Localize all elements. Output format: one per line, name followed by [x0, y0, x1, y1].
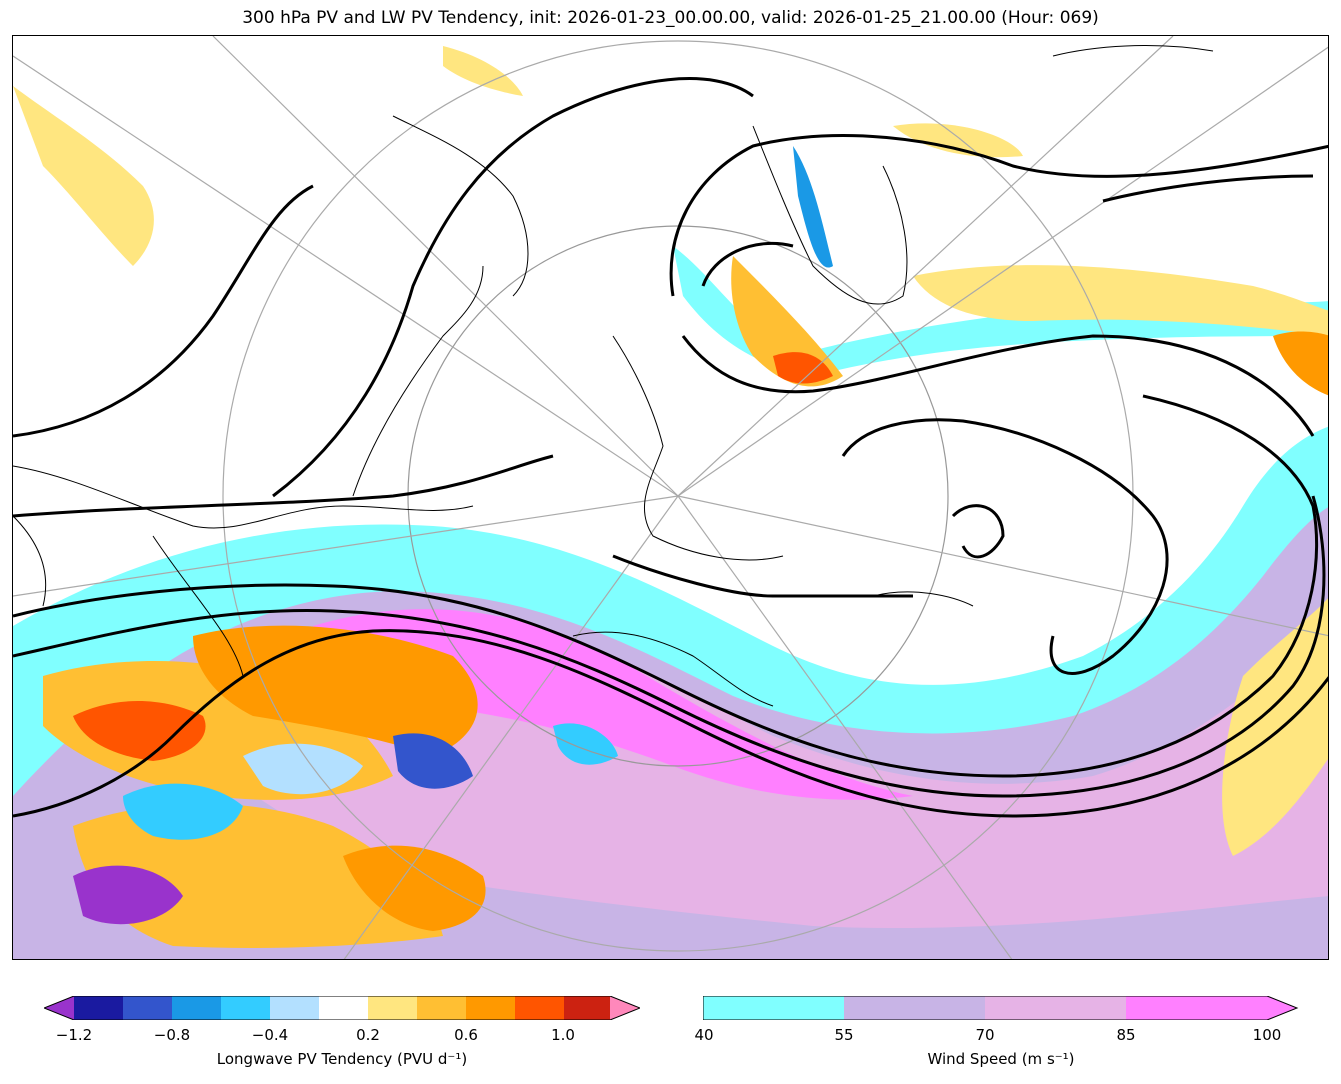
- colorbar-swatch: [985, 996, 1126, 1020]
- pv-tendency-colorbar: [44, 996, 640, 1020]
- wind-tick: 70: [975, 1026, 995, 1044]
- colorbar-swatch: [1126, 996, 1267, 1020]
- colorbar-swatch: [123, 996, 172, 1020]
- colorbar-swatch: [172, 996, 221, 1020]
- pv-tick: −1.2: [55, 1026, 93, 1044]
- colorbar-swatch: [74, 996, 123, 1020]
- colorbar-under-extend: [44, 996, 74, 1020]
- map-panel: [12, 35, 1329, 960]
- pv-colorbar-label: Longwave PV Tendency (PVU d⁻¹): [216, 1050, 468, 1068]
- wind-colorbar-label: Wind Speed (m s⁻¹): [927, 1050, 1075, 1068]
- coastlines: [13, 45, 1214, 707]
- pv-contours: [13, 77, 1328, 818]
- map-canvas: [13, 36, 1328, 959]
- colorbar-swatch: [515, 996, 564, 1020]
- pv-tick: −0.4: [251, 1026, 289, 1044]
- wind-tick: 40: [694, 1026, 714, 1044]
- colorbar-swatch: [319, 996, 368, 1020]
- pv-tick: 0.2: [356, 1026, 380, 1044]
- pv-tick: 0.6: [454, 1026, 478, 1044]
- colorbar-swatch: [270, 996, 319, 1020]
- colorbar-over-extend: [610, 996, 640, 1020]
- pv-tick: 1.0: [551, 1026, 575, 1044]
- colorbar-swatch: [368, 996, 417, 1020]
- colorbar-swatch: [564, 996, 610, 1020]
- wind-tick: 100: [1252, 1026, 1282, 1044]
- wind-tick: 55: [834, 1026, 854, 1044]
- wind-speed-colorbar: [703, 996, 1299, 1020]
- pv-tendency-negative-shading: [73, 146, 833, 925]
- colorbar-swatch: [703, 996, 844, 1020]
- colorbar-swatch: [466, 996, 515, 1020]
- map-title: 300 hPa PV and LW PV Tendency, init: 202…: [242, 8, 1099, 28]
- pv-tick: −0.8: [153, 1026, 191, 1044]
- colorbar-swatch: [221, 996, 270, 1020]
- graticule: [13, 36, 1328, 959]
- wind-tick: 85: [1116, 1026, 1136, 1044]
- colorbar-swatch: [844, 996, 985, 1020]
- colorbar-over-extend: [1267, 996, 1297, 1020]
- pv-tendency-shading: [13, 46, 1328, 948]
- colorbar-swatch: [417, 996, 466, 1020]
